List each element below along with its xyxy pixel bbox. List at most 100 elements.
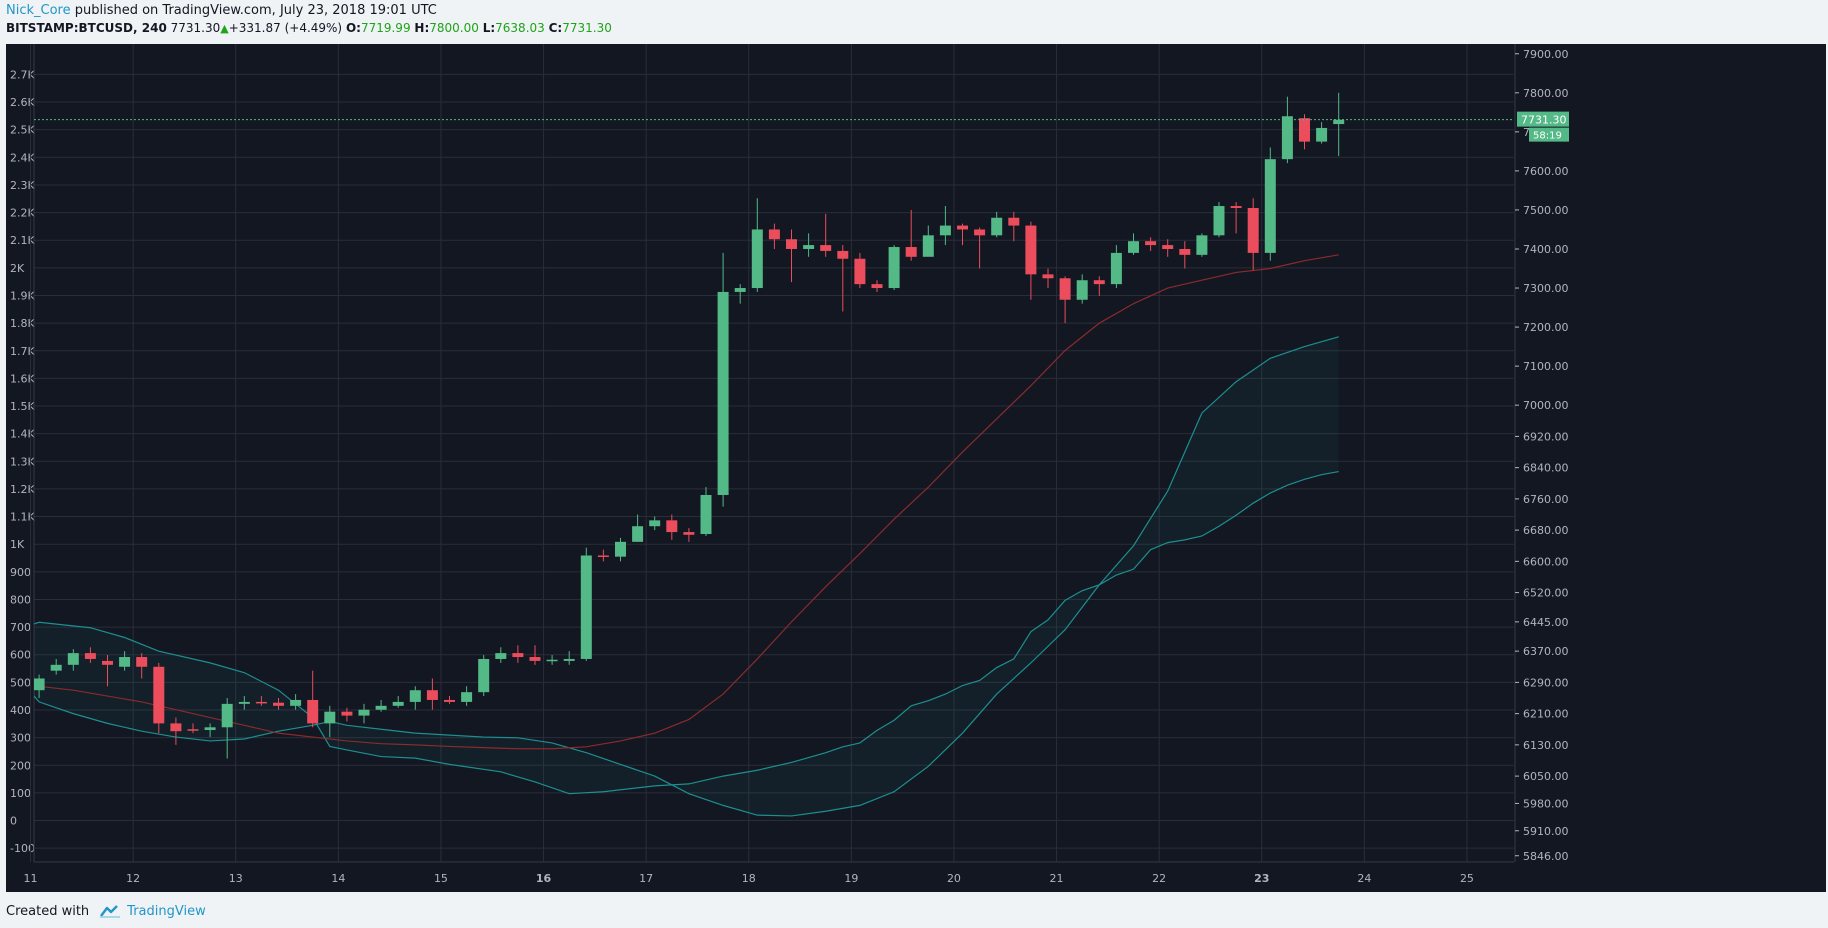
high-value: 7800.00 bbox=[429, 21, 479, 35]
candle-down bbox=[768, 229, 780, 240]
x-axis-tick: 13 bbox=[229, 872, 243, 885]
candle-up bbox=[290, 699, 302, 706]
chart-area[interactable]: 2.7K 2.6K 2.5K 2.4K 2.3K 2.2K 2.1K 2K 1.9K 1.8K 1.… bbox=[6, 44, 1826, 892]
x-axis-tick: 17 bbox=[639, 872, 653, 885]
candle-up bbox=[803, 245, 815, 249]
candle-up bbox=[717, 291, 729, 495]
left-axis-tick: 1.5K bbox=[10, 400, 35, 413]
right-axis-tick: 6130.00 bbox=[1523, 739, 1569, 752]
left-axis-tick: 100 bbox=[10, 787, 31, 800]
candle-down bbox=[871, 284, 883, 289]
candle-down bbox=[444, 699, 455, 702]
right-axis-tick: 6290.00 bbox=[1523, 676, 1569, 689]
x-axis-tick: 23 bbox=[1254, 872, 1269, 885]
candle-up bbox=[358, 709, 370, 716]
low-value: 7638.03 bbox=[495, 21, 545, 35]
candle-down bbox=[1299, 118, 1310, 142]
left-axis-tick: 1.2K bbox=[10, 483, 35, 496]
x-axis-tick: 20 bbox=[947, 872, 961, 885]
left-axis-tick: 1.7K bbox=[10, 345, 35, 358]
left-axis-tick: 900 bbox=[10, 566, 31, 579]
candle-up bbox=[375, 705, 387, 710]
candle-down bbox=[837, 250, 849, 259]
left-axis-tick: 500 bbox=[10, 676, 31, 689]
candle-up bbox=[546, 659, 558, 662]
x-axis-tick: 12 bbox=[126, 872, 140, 885]
candle-up bbox=[409, 690, 421, 702]
countdown-badge bbox=[1529, 127, 1569, 142]
candle-down bbox=[1093, 280, 1105, 285]
candle-down bbox=[1145, 241, 1157, 246]
bollinger-upper-band bbox=[34, 470, 1339, 795]
candle-down bbox=[426, 690, 438, 700]
candle-up bbox=[922, 235, 934, 257]
candle-down bbox=[307, 699, 319, 724]
candle-up bbox=[734, 288, 746, 292]
right-axis-tick: 6920.00 bbox=[1523, 430, 1569, 443]
candle-up bbox=[67, 653, 79, 665]
right-axis-tick: 6760.00 bbox=[1523, 493, 1569, 506]
right-axis-tick: 7300.00 bbox=[1523, 282, 1569, 295]
author-link[interactable]: Nick_Core bbox=[6, 3, 71, 18]
candle-down bbox=[957, 225, 968, 230]
last-price: 7731.30 bbox=[170, 21, 221, 35]
left-axis-tick: 0 bbox=[10, 815, 17, 828]
candle-up bbox=[34, 678, 45, 691]
right-axis-tick: 7500.00 bbox=[1523, 204, 1569, 217]
created-with-text: Created with bbox=[6, 903, 90, 919]
left-axis-tick: 2.2K bbox=[10, 207, 35, 220]
left-axis-tick: 2.1K bbox=[10, 234, 35, 247]
tradingview-link[interactable]: TradingView bbox=[127, 903, 206, 919]
candle-down bbox=[273, 702, 284, 706]
close-label: C: bbox=[548, 21, 563, 35]
candle-down bbox=[170, 723, 182, 732]
x-axis-tick: 16 bbox=[536, 872, 552, 885]
left-axis-tick: 1.3K bbox=[10, 455, 35, 468]
candle-down bbox=[102, 660, 113, 665]
candle-down bbox=[1179, 248, 1191, 255]
left-axis-tick: 2.3K bbox=[10, 179, 35, 192]
candle-down bbox=[136, 657, 148, 667]
right-axis-tick: 7400.00 bbox=[1523, 243, 1569, 256]
candle-up bbox=[580, 555, 592, 659]
price-chart[interactable]: 2.7K 2.6K 2.5K 2.4K 2.3K 2.2K 2.1K 2K 1.9K 1.8K 1.… bbox=[6, 44, 1826, 892]
x-axis-tick: 14 bbox=[331, 872, 345, 885]
x-axis-tick: 11 bbox=[24, 872, 38, 885]
left-axis-tick: 1.8K bbox=[10, 317, 35, 330]
candle-up bbox=[1264, 159, 1276, 253]
x-axis-tick: 18 bbox=[742, 872, 756, 885]
left-axis-tick: 400 bbox=[10, 704, 31, 717]
right-axis-tick: 6050.00 bbox=[1523, 770, 1569, 783]
x-axis-tick: 25 bbox=[1460, 872, 1474, 885]
candle-up bbox=[649, 520, 661, 527]
candle-down bbox=[905, 247, 917, 257]
candle-up bbox=[939, 225, 951, 236]
candle-down bbox=[786, 239, 797, 249]
candle-down bbox=[341, 711, 353, 716]
candle-up bbox=[1128, 241, 1139, 253]
candle-up bbox=[1213, 206, 1225, 236]
candle-down bbox=[84, 653, 96, 659]
left-axis-tick: 2.6K bbox=[10, 96, 35, 109]
right-axis-tick: 6370.00 bbox=[1523, 645, 1569, 658]
published-text: published on TradingView.com, July 23, 2… bbox=[70, 3, 437, 18]
right-axis-tick: 5846.00 bbox=[1523, 850, 1569, 863]
tradingview-logo-icon[interactable] bbox=[99, 904, 121, 918]
candle-up bbox=[50, 664, 62, 671]
last-price-badge bbox=[1517, 111, 1569, 127]
candle-up bbox=[888, 247, 900, 289]
candle-up bbox=[1333, 119, 1345, 125]
candle-up bbox=[324, 711, 336, 724]
candle-up bbox=[478, 658, 490, 693]
right-axis-tick: 6210.00 bbox=[1523, 708, 1569, 721]
candle-up bbox=[1076, 280, 1088, 300]
right-axis-tick: 7000.00 bbox=[1523, 399, 1569, 412]
right-axis-tick: 5910.00 bbox=[1523, 825, 1569, 838]
left-axis-tick: 300 bbox=[10, 732, 31, 745]
up-triangle-icon: ▲ bbox=[220, 22, 229, 35]
candle-down bbox=[153, 666, 165, 724]
candle-up bbox=[392, 701, 404, 706]
x-axis-tick: 21 bbox=[1050, 872, 1064, 885]
candle-up bbox=[700, 494, 712, 535]
ohlc-legend: BITSTAMP:BTCUSD, 240 7731.30▲+331.87 (+4… bbox=[6, 21, 612, 38]
